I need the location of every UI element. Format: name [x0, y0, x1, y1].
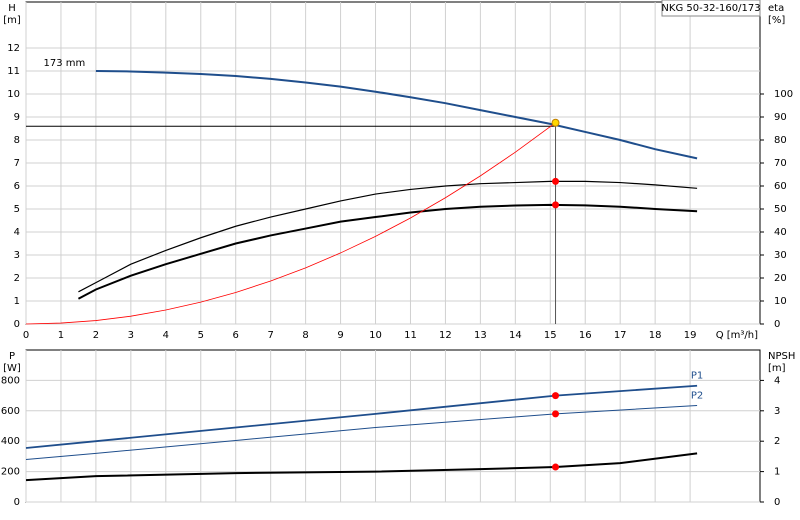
y2-tick-label: 2: [774, 436, 780, 447]
y-axis-label: H: [8, 3, 16, 14]
annotation: 173 mm: [43, 58, 85, 69]
y2-tick-label: 60: [774, 181, 787, 192]
x-tick-label: 17: [614, 330, 627, 341]
y-tick-label: 12: [7, 43, 20, 54]
duty-point: [551, 118, 560, 127]
x-tick-label: 5: [198, 330, 204, 341]
x-tick-label: 14: [509, 330, 522, 341]
series-line: [77, 203, 698, 300]
y-tick-label: 600: [1, 406, 20, 417]
duty-point: [552, 410, 560, 418]
duty-point: [552, 201, 560, 209]
series-label: P2: [691, 390, 703, 401]
y-tick-label: 4: [14, 227, 20, 238]
x-tick-label: 16: [579, 330, 592, 341]
x-tick-label: 11: [404, 330, 417, 341]
chart-title: NKG 50-32-160/173: [661, 3, 760, 14]
x-tick-label: 0: [23, 330, 29, 341]
y-tick-label: 6: [14, 181, 20, 192]
y-tick-label: 800: [1, 375, 20, 386]
y-tick-label: 7: [14, 158, 20, 169]
y2-tick-label: 40: [774, 227, 787, 238]
y2-tick-label: 0: [774, 497, 780, 508]
x-tick-label: 1: [58, 330, 64, 341]
x-tick-label: 8: [302, 330, 308, 341]
y-tick-label: 8: [14, 135, 20, 146]
x-axis-label: Q [m³/h]: [716, 330, 758, 341]
y-tick-label: 400: [1, 436, 20, 447]
y-axis-unit: [W]: [3, 363, 21, 374]
y2-axis-unit: [m]: [768, 363, 786, 374]
y2-tick-label: 90: [774, 112, 787, 123]
y2-axis-unit: [%]: [768, 15, 785, 26]
x-tick-label: 10: [369, 330, 382, 341]
series-label: P1: [691, 371, 703, 382]
y-axis-unit: [m]: [3, 15, 21, 26]
x-tick-label: 19: [684, 330, 697, 341]
y2-axis-label: eta: [768, 3, 784, 14]
series-line: [25, 404, 698, 460]
x-tick-label: 3: [128, 330, 134, 341]
y2-tick-label: 50: [774, 204, 787, 215]
y-tick-label: 1: [14, 296, 20, 307]
y2-tick-label: 30: [774, 250, 787, 261]
y-tick-label: 0: [14, 497, 20, 508]
y2-tick-label: 100: [774, 89, 793, 100]
y-tick-label: 10: [7, 89, 20, 100]
x-tick-label: 15: [544, 330, 557, 341]
x-tick-label: 9: [337, 330, 343, 341]
x-tick-label: 6: [233, 330, 239, 341]
series-line: [78, 180, 698, 293]
y-tick-label: 3: [14, 250, 20, 261]
y2-tick-label: 20: [774, 273, 787, 284]
duty-point: [552, 177, 560, 185]
y2-tick-label: 4: [774, 375, 780, 386]
y-tick-label: 0: [14, 319, 20, 330]
y-axis-label: P: [9, 351, 15, 362]
x-tick-label: 18: [649, 330, 662, 341]
y2-tick-label: 10: [774, 296, 787, 307]
y-tick-label: 2: [14, 273, 20, 284]
y2-tick-label: 0: [774, 319, 780, 330]
y2-tick-label: 80: [774, 135, 787, 146]
duty-point: [552, 463, 560, 471]
y-tick-label: 11: [7, 66, 20, 77]
y2-tick-label: 1: [774, 467, 780, 478]
series-line: [95, 70, 698, 160]
y-tick-label: 9: [14, 112, 20, 123]
x-tick-label: 12: [439, 330, 452, 341]
series-line: [25, 384, 698, 449]
x-tick-label: 7: [267, 330, 273, 341]
series-line: [25, 452, 698, 482]
series-line: [25, 122, 556, 325]
x-tick-label: 4: [163, 330, 169, 341]
y2-axis-label: NPSH: [768, 351, 795, 362]
y2-tick-label: 70: [774, 158, 787, 169]
y2-tick-label: 3: [774, 406, 780, 417]
x-tick-label: 2: [93, 330, 99, 341]
duty-point: [552, 392, 560, 400]
title-box: [661, 0, 761, 17]
y-tick-label: 200: [1, 467, 20, 478]
x-tick-label: 13: [474, 330, 487, 341]
y-tick-label: 5: [14, 204, 20, 215]
